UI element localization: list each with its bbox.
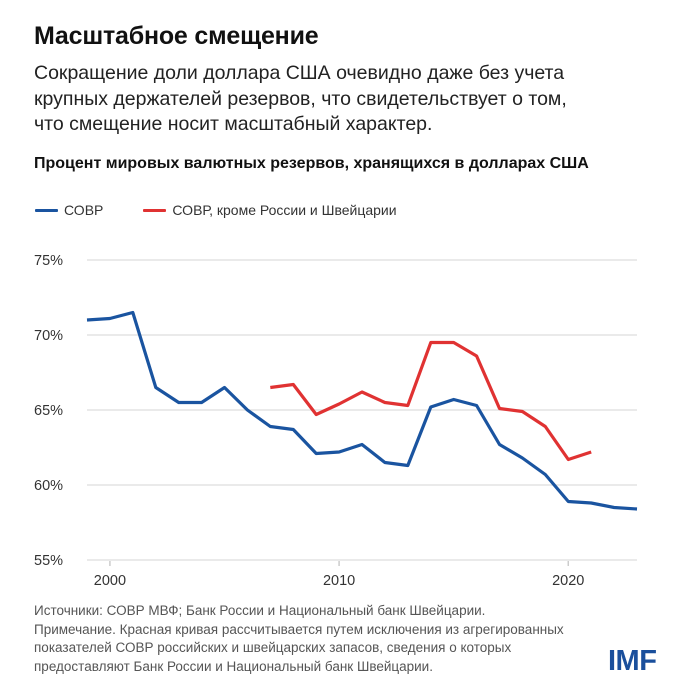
imf-logo: IMF (608, 645, 657, 677)
page-title: Масштабное смещение (34, 22, 319, 50)
grid (87, 259, 637, 561)
y-tick-label: 55% (34, 553, 63, 569)
y-tick-label: 75% (34, 253, 63, 269)
legend-label: СОВР, кроме России и Швейцарии (172, 202, 397, 218)
subtitle-line: что смещение носит масштабный характер. (34, 113, 433, 135)
x-tick-label: 2010 (323, 573, 355, 589)
y-tick-label: 65% (34, 403, 63, 419)
note-line: Примечание. Красная кривая рассчитываетс… (34, 621, 564, 637)
series-line-cofer (86, 310, 638, 511)
source-note: Источники: СОВР МВФ; Банк России и Нацио… (34, 603, 486, 618)
legend-label: СОВР (64, 202, 104, 218)
y-tick-label: 70% (34, 328, 63, 344)
note-line: показателей СОВР российских и швейцарски… (34, 640, 512, 655)
x-tick-label: 2020 (552, 573, 584, 589)
legend-item-red: СОВР, кроме России и Швейцарии (143, 202, 397, 218)
x-tick-label: 2000 (94, 573, 126, 589)
x-axis: 2000 2010 2020 (94, 561, 584, 589)
y-axis: 55% 60% 65% 70% 75% (34, 253, 63, 569)
series (86, 310, 638, 511)
legend-swatch-red (143, 208, 167, 212)
legend: СОВР СОВР, кроме России и Швейцарии (35, 200, 437, 220)
legend-swatch-blue (35, 208, 58, 212)
note-line: предоставляют Банк России и Национальный… (34, 658, 433, 674)
subtitle-line: Сокращение доли доллара США очевидно даж… (34, 62, 565, 84)
subtitle: Сокращение доли доллара США очевидно даж… (34, 61, 674, 138)
footnote: Источники: СОВР МВФ; Банк России и Нацио… (34, 602, 564, 676)
chart-title: Процент мировых валютных резервов, храня… (34, 155, 589, 172)
subtitle-line: крупных держателей резервов, что свидете… (34, 87, 567, 110)
y-tick-label: 60% (34, 478, 63, 494)
legend-item-blue: СОВР (35, 202, 103, 218)
series-line-cofer-ex-russia-switzerland (270, 340, 592, 462)
